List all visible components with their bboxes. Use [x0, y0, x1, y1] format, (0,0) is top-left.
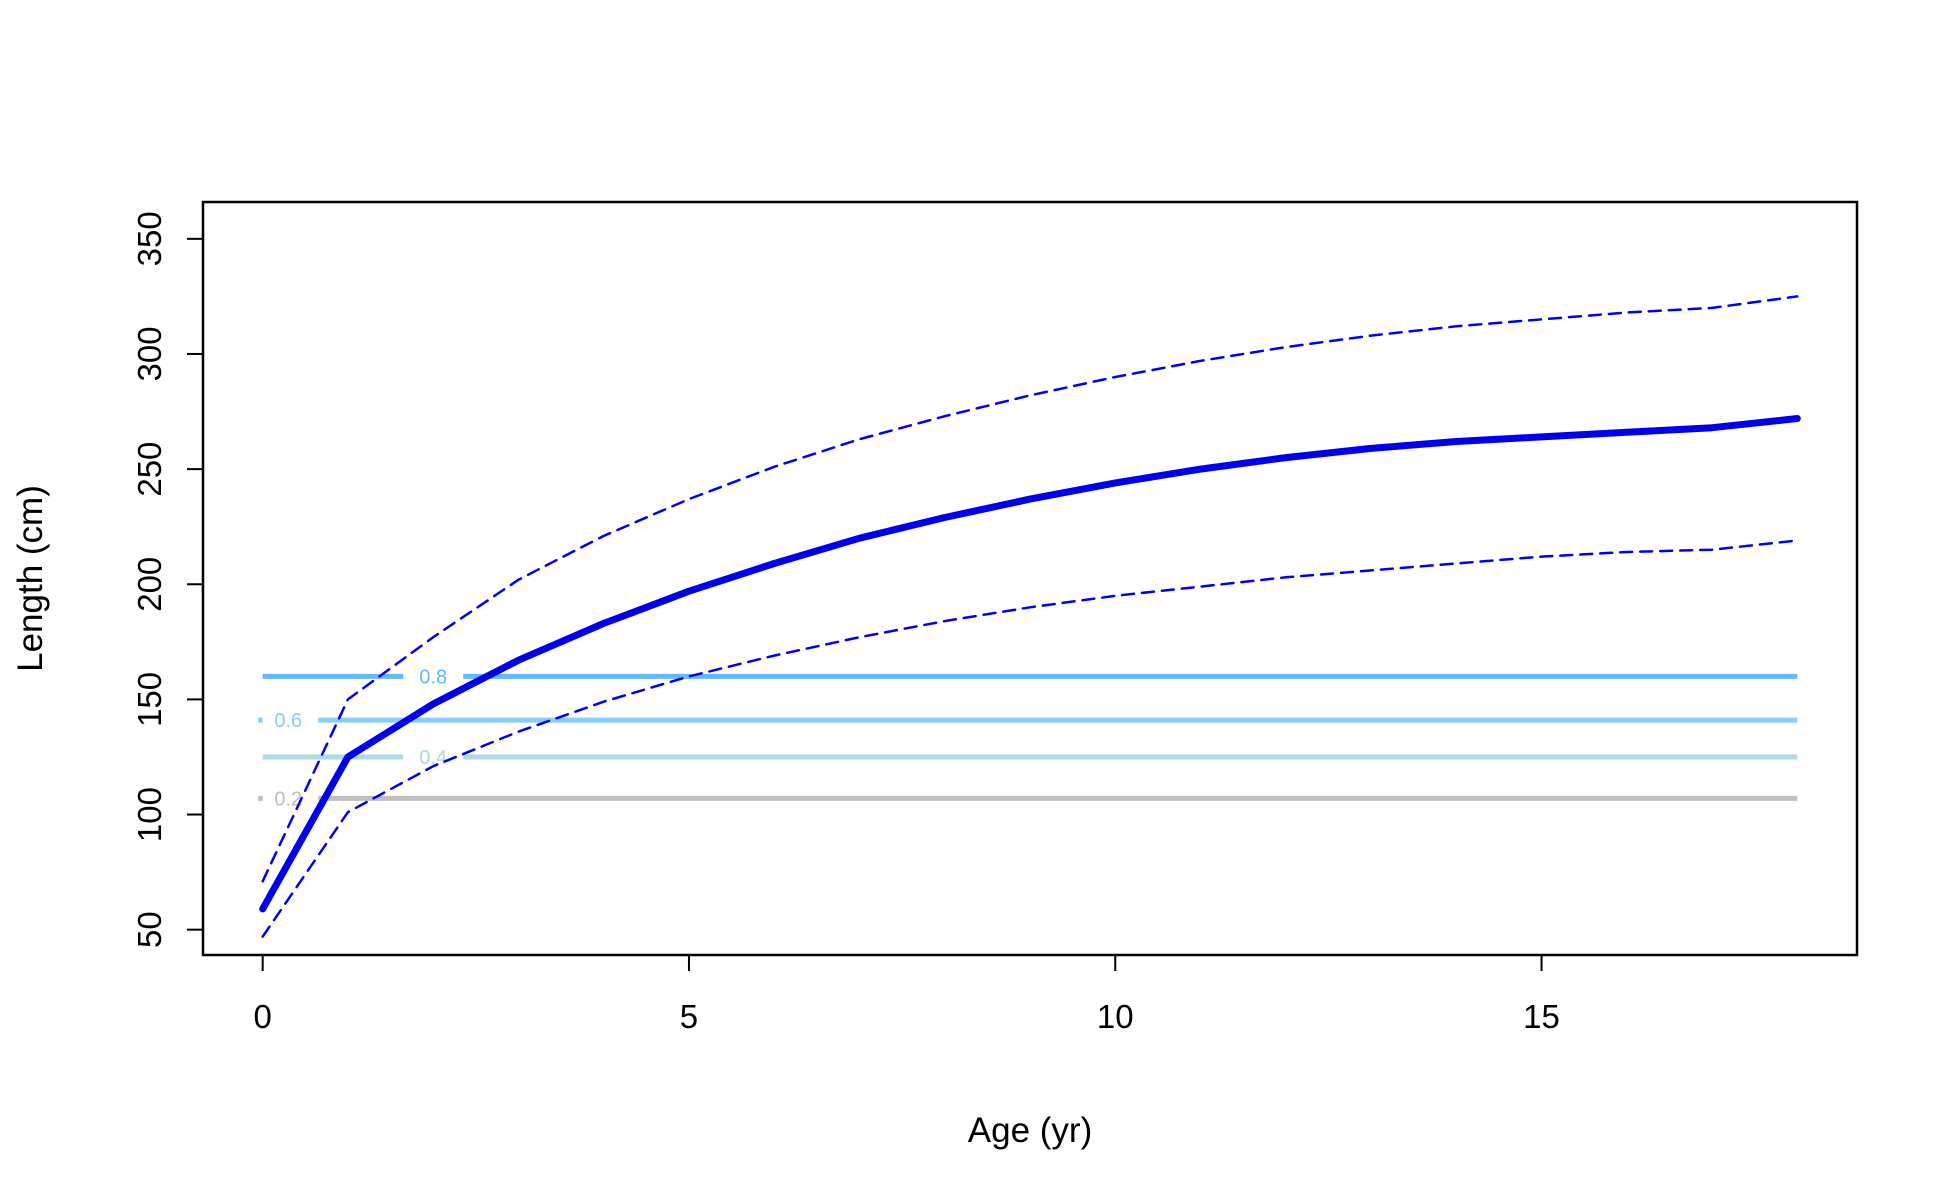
contour-lines: 0.8 0.6 0.4 0.2 — [258, 666, 1798, 810]
y-axis-label: Length (cm) — [11, 485, 50, 672]
y-tick-label: 250 — [131, 442, 168, 497]
x-tick-label: 0 — [254, 998, 272, 1035]
y-tick-label: 200 — [131, 557, 168, 612]
series-line-lower — [261, 539, 1799, 938]
series-line-upper — [261, 295, 1799, 883]
y-tick-label: 300 — [131, 326, 168, 381]
y-tick-label: 350 — [131, 211, 168, 266]
y-tick-label: 150 — [131, 672, 168, 727]
x-axis: 0 5 10 15 — [254, 954, 1560, 1035]
x-tick-label: 10 — [1097, 998, 1134, 1035]
contour-label: 0.8 — [419, 666, 447, 688]
y-tick-label: 100 — [131, 787, 168, 842]
growth-curves — [259, 295, 1801, 938]
series-line-mean — [259, 415, 1801, 913]
x-tick-label: 5 — [680, 998, 698, 1035]
contour-label: 0.4 — [419, 747, 447, 769]
contour-label: 0.2 — [274, 788, 302, 810]
contour-label: 0.6 — [274, 710, 302, 732]
y-axis: 50 100 150 200 250 300 350 — [131, 211, 204, 948]
y-tick-label: 50 — [131, 911, 168, 948]
x-tick-label: 15 — [1523, 998, 1560, 1035]
x-axis-label: Age (yr) — [968, 1111, 1092, 1150]
